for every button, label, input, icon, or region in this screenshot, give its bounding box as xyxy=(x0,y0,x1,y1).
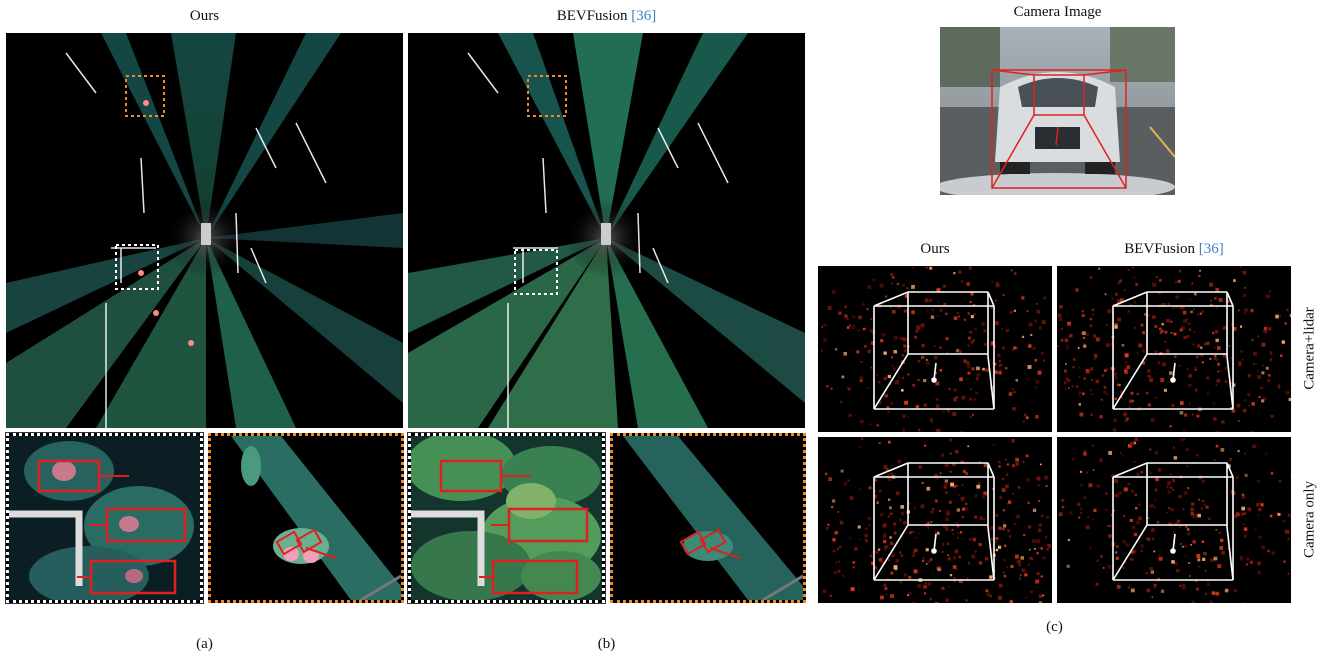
panel-c-col-ours: Ours xyxy=(920,241,950,257)
panel-c-col-bevfusion: BEVFusion [36] xyxy=(1057,241,1291,258)
panel-a-title: Ours xyxy=(189,8,220,24)
panel-b-title-text: BEVFusion xyxy=(556,8,632,24)
attention-map-bevfusion-camera-lidar xyxy=(1057,266,1291,432)
row-label-camera-lidar: Camera+lidar xyxy=(1301,307,1318,390)
panel-c-camera-title: Camera Image xyxy=(1013,4,1102,20)
attention-map-ours-camera-lidar xyxy=(818,266,1052,432)
panel-a-zoom-white xyxy=(5,432,204,604)
panel-b-zoom-white xyxy=(407,432,606,604)
panel-c-caption: (c) xyxy=(1046,619,1063,635)
attention-map-bevfusion-camera-only xyxy=(1057,437,1291,603)
panel-b-citation-link[interactable]: [36] xyxy=(631,8,657,24)
panel-a-bev-heatmap xyxy=(6,33,403,428)
camera-image xyxy=(940,27,1175,195)
panel-a-zoom-orange xyxy=(208,433,404,603)
panel-b-zoom-orange xyxy=(610,433,806,603)
panel-b-bev-heatmap xyxy=(408,33,805,428)
attention-map-ours-camera-only xyxy=(818,437,1052,603)
row-label-camera-only: Camera only xyxy=(1301,480,1318,559)
panel-b-title: BEVFusion [36] xyxy=(408,8,805,25)
panel-a-caption: (a) xyxy=(196,636,213,652)
panel-c-citation-link[interactable]: [36] xyxy=(1198,241,1224,257)
panel-b-caption: (b) xyxy=(597,636,616,652)
panel-c-col-bevfusion-text: BEVFusion xyxy=(1124,241,1199,257)
